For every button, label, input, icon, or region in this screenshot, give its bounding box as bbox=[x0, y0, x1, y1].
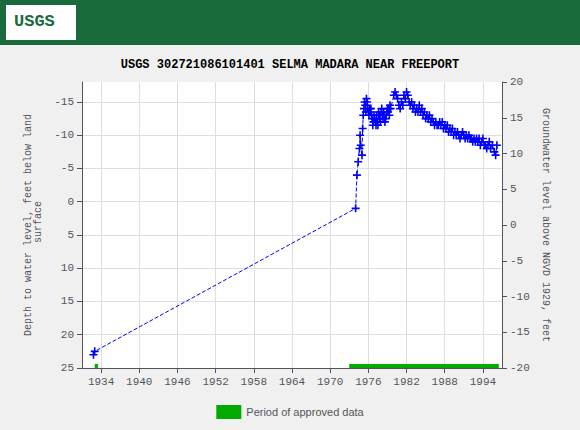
svg-text:1940: 1940 bbox=[126, 376, 152, 388]
svg-text:-10: -10 bbox=[510, 291, 530, 303]
svg-text:USGS 302721086101401 SELMA MAD: USGS 302721086101401 SELMA MADARA NEAR F… bbox=[121, 58, 459, 72]
svg-text:Groundwater level above NGVD 1: Groundwater level above NGVD 1929, feet bbox=[540, 108, 551, 342]
svg-text:-20: -20 bbox=[510, 362, 530, 374]
svg-text:5: 5 bbox=[510, 183, 517, 195]
svg-text:1958: 1958 bbox=[241, 376, 267, 388]
svg-text:10: 10 bbox=[510, 148, 523, 160]
svg-text:1946: 1946 bbox=[164, 376, 190, 388]
svg-text:20: 20 bbox=[61, 329, 74, 341]
svg-text:0: 0 bbox=[510, 219, 517, 231]
svg-text:1952: 1952 bbox=[202, 376, 228, 388]
svg-text:1964: 1964 bbox=[279, 376, 306, 388]
svg-text:1976: 1976 bbox=[355, 376, 381, 388]
svg-text:1934: 1934 bbox=[88, 376, 115, 388]
svg-text:15: 15 bbox=[510, 112, 523, 124]
svg-text:1988: 1988 bbox=[432, 376, 458, 388]
svg-text:20: 20 bbox=[510, 76, 523, 88]
svg-text:-15: -15 bbox=[54, 96, 74, 108]
svg-text:Depth to water level, feet bel: Depth to water level, feet below land bbox=[22, 114, 34, 336]
svg-text:-5: -5 bbox=[510, 255, 523, 267]
svg-text:-10: -10 bbox=[54, 129, 74, 141]
svg-text:1970: 1970 bbox=[317, 376, 343, 388]
svg-text:Period of approved data: Period of approved data bbox=[246, 406, 364, 418]
svg-text:10: 10 bbox=[61, 262, 74, 274]
svg-text:surface: surface bbox=[33, 201, 44, 249]
svg-text:15: 15 bbox=[61, 295, 74, 307]
svg-text:1982: 1982 bbox=[393, 376, 419, 388]
svg-text:1994: 1994 bbox=[470, 376, 497, 388]
svg-text:25: 25 bbox=[61, 362, 74, 374]
svg-text:0: 0 bbox=[67, 196, 74, 208]
svg-text:5: 5 bbox=[67, 229, 74, 241]
svg-text:USGS: USGS bbox=[14, 12, 55, 31]
svg-text:-15: -15 bbox=[510, 326, 530, 338]
svg-text:-5: -5 bbox=[61, 162, 74, 174]
